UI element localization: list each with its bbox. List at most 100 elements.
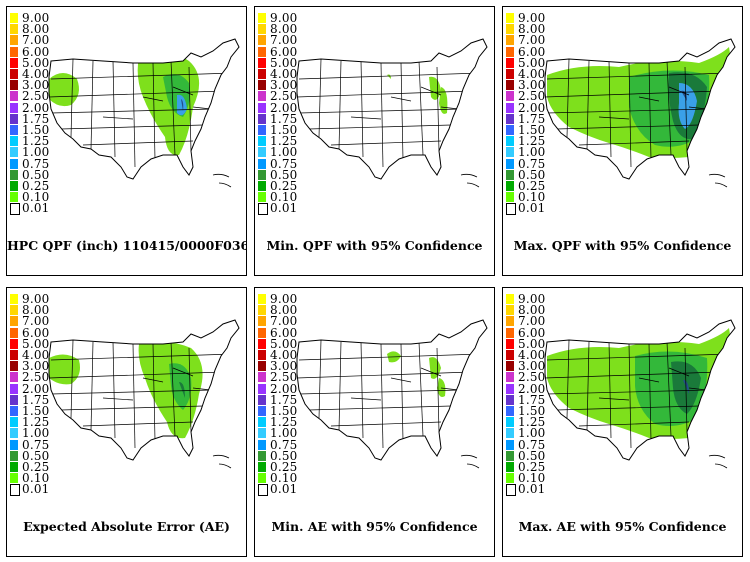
legend-swatch: [10, 80, 18, 91]
legend-swatch: [506, 428, 514, 439]
state-boundary: [297, 371, 472, 379]
state-boundary: [49, 90, 224, 98]
legend-label: 1.00: [22, 145, 50, 160]
legend-label: 4.00: [270, 348, 298, 362]
legend-label: 0.50: [270, 167, 298, 182]
state-boundary: [418, 60, 424, 156]
us-precip-map: [296, 38, 488, 188]
state-boundary: [546, 72, 730, 80]
state-boundary: [420, 367, 442, 377]
legend-label: 0.10: [518, 190, 546, 205]
state-boundary: [648, 62, 652, 160]
legend-swatch: [10, 203, 20, 216]
legend-swatch: [10, 484, 20, 497]
legend-swatch: [506, 484, 516, 497]
state-boundary: [188, 347, 192, 433]
legend-swatch: [258, 473, 266, 484]
panel-caption: Max. QPF with 95% Confidence: [513, 238, 732, 253]
legend-label: 2.00: [270, 100, 298, 115]
legend-label: 9.00: [518, 292, 546, 306]
legend-label: 0.50: [518, 167, 546, 182]
legend-label: 2.50: [270, 370, 298, 385]
legend-swatch: [10, 406, 18, 416]
legend-swatch: [506, 102, 514, 113]
legend-label: 3.00: [518, 359, 546, 374]
state-boundary: [112, 341, 116, 439]
state-boundary: [102, 116, 134, 120]
state-boundary: [586, 60, 590, 150]
legend-swatch: [10, 102, 18, 113]
legend-swatch: [506, 394, 514, 405]
legend-label: 7.00: [518, 33, 546, 48]
legend-label: 2.00: [22, 100, 50, 115]
state-boundary: [545, 90, 720, 98]
state-boundary: [628, 62, 632, 168]
legend-label: 0.01: [22, 482, 50, 497]
legend-label: 3.00: [22, 78, 50, 93]
legend-label: 2.50: [270, 89, 298, 104]
state-boundary: [298, 72, 482, 80]
us-precip-map: [544, 38, 736, 188]
legend-label: 1.25: [518, 134, 546, 149]
legend-swatch: [10, 417, 18, 428]
legend-label: 0.01: [518, 482, 546, 497]
legend-label: 9.00: [22, 11, 50, 25]
state-boundary: [112, 60, 116, 158]
precip-area: [387, 74, 391, 79]
legend-swatch: [506, 417, 514, 428]
legend-swatch: [10, 136, 18, 147]
legend-label: 4.00: [270, 67, 298, 81]
state-boundary: [668, 86, 690, 96]
state-boundary: [598, 397, 630, 401]
state-boundary: [330, 421, 442, 427]
legend-swatch: [258, 24, 266, 35]
legend-swatch: [258, 305, 266, 316]
legend-label: 0.01: [518, 201, 546, 216]
precip-area: [169, 363, 192, 410]
state-boundary: [400, 62, 404, 160]
precip-field: [547, 47, 731, 158]
state-boundary: [330, 140, 442, 146]
state-boundary: [90, 341, 94, 431]
legend-swatch: [258, 417, 266, 428]
state-boundary: [60, 124, 204, 130]
legend-label: 1.50: [518, 404, 546, 418]
legend-swatch: [258, 57, 266, 68]
legend-swatch: [258, 462, 266, 472]
legend-swatch: [258, 35, 266, 46]
legend-swatch: [506, 80, 514, 91]
legend-label: 7.00: [22, 33, 50, 48]
us-border: [544, 319, 736, 461]
legend-label: 5.00: [270, 336, 298, 351]
legend-swatch: [10, 462, 18, 472]
state-boundary: [350, 116, 382, 120]
legend-label: 0.75: [270, 156, 298, 171]
state-boundary: [338, 60, 342, 150]
legend-swatch: [10, 69, 18, 79]
legend-swatch: [10, 450, 18, 461]
state-boundary: [82, 421, 194, 427]
legend-swatch: [10, 125, 18, 135]
legend-label: 0.10: [270, 190, 298, 205]
legend-swatch: [10, 13, 18, 23]
legend-label: 8.00: [518, 303, 546, 318]
legend-label: 3.00: [22, 359, 50, 374]
legend-swatch: [258, 428, 266, 439]
state-boundary: [60, 405, 204, 411]
legend-swatch: [10, 35, 18, 46]
precip-area: [437, 378, 446, 397]
legend-swatch: [506, 13, 514, 23]
us-precip-map: [48, 38, 240, 188]
precip-field: [547, 328, 731, 439]
legend-swatch: [258, 147, 266, 158]
legend-label: 8.00: [270, 303, 298, 318]
legend-label: 6.00: [22, 325, 50, 340]
legend-label: 0.10: [518, 471, 546, 486]
us-border: [296, 38, 488, 180]
legend-swatch: [506, 192, 514, 203]
state-boundary: [298, 353, 482, 361]
legend-swatch: [258, 383, 266, 394]
legend-swatch: [10, 181, 18, 191]
legend-swatch: [506, 125, 514, 135]
legend-swatch: [258, 91, 266, 102]
